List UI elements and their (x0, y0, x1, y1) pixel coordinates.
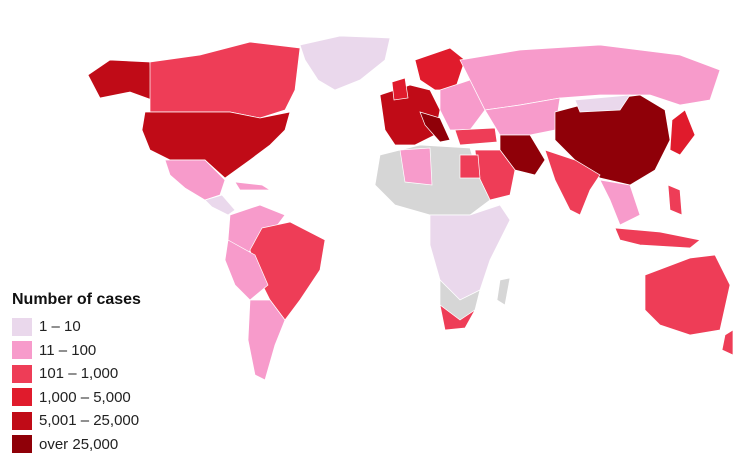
region-argentina-chile (247, 299, 286, 381)
legend-swatch (12, 435, 32, 454)
region-scandinavia (414, 47, 466, 91)
region-usa (141, 111, 291, 179)
legend: Number of cases 1 – 10 11 – 100 101 – 1,… (12, 291, 141, 456)
legend-swatch (12, 411, 32, 430)
legend-item: 1,000 – 5,000 (12, 386, 141, 410)
region-indonesia (614, 227, 701, 249)
region-japan-korea (669, 109, 696, 156)
region-madagascar (496, 277, 511, 306)
region-greenland (299, 35, 391, 91)
region-italy (419, 111, 451, 143)
region-india (544, 149, 601, 216)
region-turkey (454, 127, 498, 146)
legend-item: 101 – 1,000 (12, 362, 141, 386)
legend-label: 101 – 1,000 (39, 365, 119, 383)
region-new-zealand (721, 329, 733, 356)
region-south-africa (439, 304, 476, 331)
region-caribbean (234, 181, 272, 191)
legend-swatch (12, 341, 32, 360)
region-canada (149, 41, 301, 119)
region-africa-central (429, 204, 511, 301)
legend-swatch (12, 364, 32, 383)
region-central-america (204, 194, 236, 216)
legend-label: 11 – 100 (39, 341, 97, 359)
region-philippines (667, 184, 683, 216)
legend-label: over 25,000 (39, 435, 119, 453)
legend-item: over 25,000 (12, 433, 141, 457)
region-egypt (459, 154, 481, 179)
legend-item: 5,001 – 25,000 (12, 409, 141, 433)
legend-label: 1 – 10 (39, 318, 81, 336)
legend-swatch (12, 388, 32, 407)
region-australia (644, 254, 731, 336)
region-mongolia (574, 94, 631, 113)
legend-item: 11 – 100 (12, 339, 141, 363)
region-alaska (87, 59, 153, 101)
legend-title: Number of cases (12, 291, 141, 308)
legend-label: 1,000 – 5,000 (39, 388, 131, 406)
legend-label: 5,001 – 25,000 (39, 412, 140, 430)
region-algeria (399, 147, 433, 186)
region-uk (391, 77, 409, 101)
legend-swatch (12, 317, 32, 336)
legend-item: 1 – 10 (12, 315, 141, 339)
region-se-asia (599, 179, 641, 226)
